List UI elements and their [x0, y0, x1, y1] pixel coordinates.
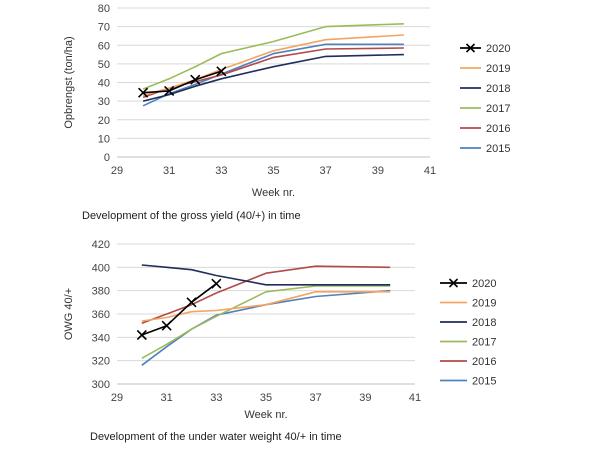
x-marker-stroke	[136, 329, 147, 341]
chart-caption: Development of the under water weight 40…	[90, 431, 342, 443]
legend-label: 2017	[486, 103, 510, 115]
legend-label: 2016	[486, 123, 510, 135]
y-axis-label: OWG 40/+	[63, 288, 75, 340]
legend-label: 2020	[472, 278, 496, 290]
y-tick-label: 0	[104, 152, 110, 164]
y-tick-label: 10	[98, 133, 110, 145]
legend-label: 2019	[472, 298, 496, 310]
x-axis-label: Week nr.	[244, 409, 287, 421]
x-axis-label: Week nr.	[252, 187, 295, 199]
chart-2: 300 320 340 360 380 400 420 29 31 33 35 37 39 41 OWG 4…	[63, 239, 496, 443]
x-tick-label: 41	[424, 165, 436, 177]
legend-marker	[448, 278, 459, 288]
y-tick-label: 420	[92, 239, 110, 251]
series-point-2020	[216, 66, 227, 77]
x-marker-stroke	[164, 85, 175, 96]
legend-label: 2019	[486, 63, 510, 75]
legend-item-2019: 2019	[440, 298, 496, 310]
series-line-2018	[142, 53, 404, 102]
legend-item-2017: 2017	[460, 103, 510, 115]
x-tick-label: 29	[111, 392, 123, 404]
series-line-2017	[142, 23, 404, 90]
series-line-2020	[141, 283, 217, 336]
legend-item-2015: 2015	[440, 376, 496, 388]
x-marker-stroke	[216, 66, 227, 77]
x-tick-label: 31	[163, 165, 175, 177]
x-tick-label: 37	[320, 165, 332, 177]
x-tick-label: 29	[111, 165, 123, 177]
x-marker-stroke	[211, 278, 222, 289]
chart-1: 0 10 20 30 40 50 60 70 80 29 31 33 35 37 39 41 Opbrengst…	[63, 3, 510, 222]
legend-item-2020: 2020	[460, 43, 510, 55]
legend-label: 2015	[472, 376, 496, 388]
x-marker-stroke	[186, 297, 197, 308]
series-point-2020	[211, 278, 222, 289]
y-tick-label: 50	[98, 59, 110, 71]
x-marker-stroke	[190, 74, 201, 85]
x-tick-label: 39	[372, 165, 384, 177]
x-tick-label: 39	[359, 392, 371, 404]
series-point-2020	[190, 74, 201, 85]
y-tick-label: 400	[92, 262, 110, 274]
y-tick-label: 340	[92, 332, 110, 344]
legend-label: 2015	[486, 143, 510, 155]
legend-item-2016: 2016	[440, 356, 496, 368]
x-marker-stroke	[161, 320, 172, 331]
series-line-2015	[142, 43, 404, 107]
x-tick-label: 33	[215, 165, 227, 177]
series-point-2020	[186, 297, 197, 308]
series-point-2020	[136, 329, 147, 341]
x-tick-label: 31	[161, 392, 173, 404]
y-axis-label: Opbrengst (ton/ha)	[63, 36, 75, 128]
series-point-2020	[138, 87, 149, 98]
legend-label: 2020	[486, 43, 510, 55]
series-line-2018	[141, 264, 391, 286]
legend-item-2017: 2017	[440, 337, 496, 349]
y-tick-label: 300	[92, 379, 110, 391]
legend-item-2018: 2018	[440, 317, 496, 329]
series-line-2019	[142, 34, 404, 97]
y-tick-label: 380	[92, 286, 110, 298]
x-tick-label: 35	[267, 165, 279, 177]
x-marker-stroke	[138, 87, 149, 98]
y-tick-label: 80	[98, 3, 110, 15]
series-line-2020	[143, 70, 222, 94]
y-tick-label: 360	[92, 309, 110, 321]
y-tick-label: 40	[98, 78, 110, 90]
legend-label: 2018	[486, 83, 510, 95]
x-tick-label: 35	[260, 392, 272, 404]
x-tick-label: 37	[310, 392, 322, 404]
chart-caption: Development of the gross yield (40/+) in…	[82, 210, 301, 222]
legend: 2020 2019 2018 2017 2016 2015	[460, 43, 510, 155]
legend: 2020 2019 2018 2017 2016 2015	[440, 278, 496, 388]
legend-label: 2018	[472, 317, 496, 329]
series-line-2017	[141, 285, 391, 359]
legend-item-2015: 2015	[460, 143, 510, 155]
y-tick-label: 20	[98, 115, 110, 127]
legend-label: 2017	[472, 337, 496, 349]
series-line-2019	[141, 290, 391, 322]
legend-label: 2016	[472, 356, 496, 368]
legend-item-2020: 2020	[440, 278, 496, 290]
series-line-2015	[141, 289, 391, 366]
legend-item-2016: 2016	[460, 123, 510, 135]
series-line-2016	[141, 265, 391, 325]
y-tick-label: 70	[98, 22, 110, 34]
y-tick-label: 320	[92, 356, 110, 368]
x-tick-label: 41	[409, 392, 421, 404]
legend-item-2018: 2018	[460, 83, 510, 95]
y-tick-label: 30	[98, 96, 110, 108]
series-point-2020	[164, 85, 175, 96]
y-tick-label: 60	[98, 40, 110, 52]
series-point-2020	[161, 320, 172, 331]
legend-item-2019: 2019	[460, 63, 510, 75]
legend-marker	[465, 43, 476, 53]
x-tick-label: 33	[210, 392, 222, 404]
